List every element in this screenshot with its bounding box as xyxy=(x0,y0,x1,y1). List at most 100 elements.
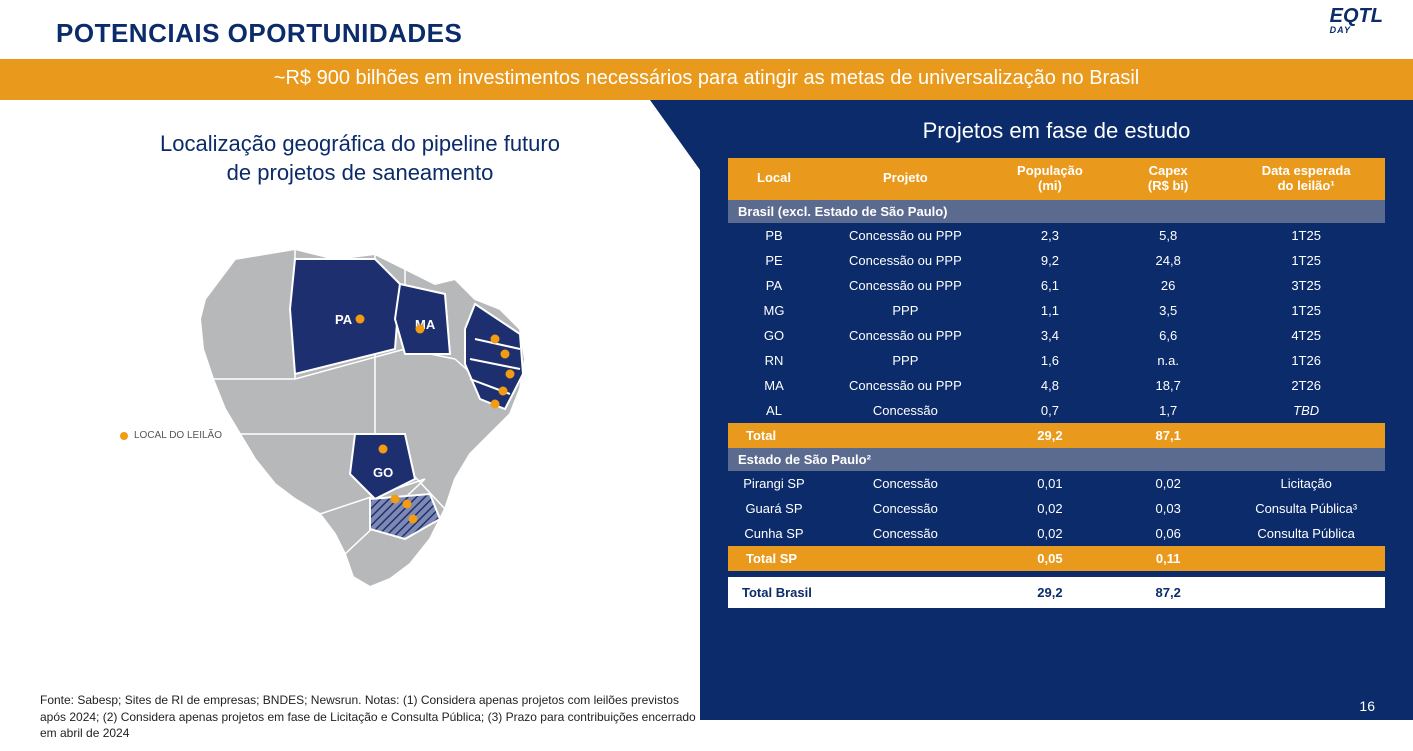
logo-sub: DAY xyxy=(1330,26,1383,35)
cell-pop: 1,1 xyxy=(991,298,1109,323)
cell-projeto: Concessão ou PPP xyxy=(820,248,991,273)
cell-projeto: Concessão xyxy=(820,471,991,496)
map-marker-icon xyxy=(391,495,400,504)
cell-pop: 0,01 xyxy=(991,471,1109,496)
grand-total-row: Total Brasil29,287,2 xyxy=(728,577,1385,608)
data-row: RNPPP1,6n.a.1T26 xyxy=(728,348,1385,373)
cell-capex: 3,5 xyxy=(1109,298,1227,323)
cell-data: 4T25 xyxy=(1227,323,1385,348)
subtotal-capex: 87,1 xyxy=(1109,423,1227,448)
cell-capex: 0,02 xyxy=(1109,471,1227,496)
map-marker-icon xyxy=(379,445,388,454)
data-row: ALConcessão0,71,7TBD xyxy=(728,398,1385,423)
map-marker-icon xyxy=(409,515,418,524)
map-marker-icon xyxy=(356,315,365,324)
subtotal-pop: 0,05 xyxy=(991,546,1109,571)
cell-pop: 6,1 xyxy=(991,273,1109,298)
footnote: Fonte: Sabesp; Sites de RI de empresas; … xyxy=(40,692,700,741)
cell-data: Consulta Pública³ xyxy=(1227,496,1385,521)
cell-pop: 0,02 xyxy=(991,521,1109,546)
map-marker-icon xyxy=(506,370,515,379)
map-marker-icon xyxy=(416,325,425,334)
cell-projeto: Concessão ou PPP xyxy=(820,323,991,348)
cell-data: 1T26 xyxy=(1227,348,1385,373)
subtotal-empty2 xyxy=(1227,546,1385,571)
cell-data: 1T25 xyxy=(1227,223,1385,248)
col-pop-l1: População xyxy=(1017,163,1083,178)
col-capex-l1: Capex xyxy=(1149,163,1188,178)
cell-pop: 2,3 xyxy=(991,223,1109,248)
section-row: Estado de São Paulo² xyxy=(728,448,1385,471)
label-go: GO xyxy=(373,465,393,480)
map-marker-icon xyxy=(491,335,500,344)
projects-table: Local Projeto População (mi) Capex (R$ b… xyxy=(728,158,1385,608)
map-container: PA MA GO xyxy=(40,199,680,599)
cell-projeto: Concessão xyxy=(820,496,991,521)
brazil-map: PA MA GO xyxy=(145,199,575,599)
map-legend: LOCAL DO LEILÃO xyxy=(120,430,222,441)
subtotal-row: Total SP0,050,11 xyxy=(728,546,1385,571)
data-row: Cunha SPConcessão0,020,06Consulta Públic… xyxy=(728,521,1385,546)
cell-local: AL xyxy=(728,398,820,423)
logo: EQTL DAY xyxy=(1330,6,1383,35)
data-row: MAConcessão ou PPP4,818,72T26 xyxy=(728,373,1385,398)
col-pop: População (mi) xyxy=(991,158,1109,200)
main-area: Localização geográfica do pipeline futur… xyxy=(0,100,1413,720)
cell-capex: 18,7 xyxy=(1109,373,1227,398)
cell-pop: 3,4 xyxy=(991,323,1109,348)
col-capex: Capex (R$ bi) xyxy=(1109,158,1227,200)
map-title: Localização geográfica do pipeline futur… xyxy=(40,130,680,187)
data-row: MGPPP1,13,51T25 xyxy=(728,298,1385,323)
cell-local: RN xyxy=(728,348,820,373)
subtotal-label: Total xyxy=(728,423,820,448)
cell-data: 1T25 xyxy=(1227,248,1385,273)
left-panel: Localização geográfica do pipeline futur… xyxy=(0,100,700,720)
col-data-l1: Data esperada xyxy=(1262,163,1351,178)
cell-capex: 26 xyxy=(1109,273,1227,298)
cell-projeto: Concessão ou PPP xyxy=(820,223,991,248)
panel-title: Projetos em fase de estudo xyxy=(728,118,1385,144)
cell-local: MG xyxy=(728,298,820,323)
cell-local: GO xyxy=(728,323,820,348)
cell-projeto: PPP xyxy=(820,298,991,323)
subtotal-pop: 29,2 xyxy=(991,423,1109,448)
cell-local: PB xyxy=(728,223,820,248)
col-capex-l2: (R$ bi) xyxy=(1148,178,1188,193)
table-header-row: Local Projeto População (mi) Capex (R$ b… xyxy=(728,158,1385,200)
cell-projeto: Concessão ou PPP xyxy=(820,373,991,398)
col-data: Data esperada do leilão¹ xyxy=(1227,158,1385,200)
legend-label: LOCAL DO LEILÃO xyxy=(134,430,222,441)
cell-projeto: Concessão xyxy=(820,521,991,546)
cell-local: Pirangi SP xyxy=(728,471,820,496)
col-data-l2: do leilão¹ xyxy=(1278,178,1335,193)
cell-pop: 9,2 xyxy=(991,248,1109,273)
map-marker-icon xyxy=(403,500,412,509)
cell-projeto: Concessão xyxy=(820,398,991,423)
page-title: POTENCIAIS OPORTUNIDADES xyxy=(0,0,1413,59)
cell-capex: 5,8 xyxy=(1109,223,1227,248)
map-marker-icon xyxy=(501,350,510,359)
data-row: PAConcessão ou PPP6,1263T25 xyxy=(728,273,1385,298)
subtotal-empty2 xyxy=(1227,423,1385,448)
cell-data: 2T26 xyxy=(1227,373,1385,398)
grand-empty xyxy=(820,577,991,608)
cell-capex: 1,7 xyxy=(1109,398,1227,423)
data-row: PBConcessão ou PPP2,35,81T25 xyxy=(728,223,1385,248)
cell-capex: 0,06 xyxy=(1109,521,1227,546)
cell-local: Guará SP xyxy=(728,496,820,521)
data-row: PEConcessão ou PPP9,224,81T25 xyxy=(728,248,1385,273)
cell-data: Consulta Pública xyxy=(1227,521,1385,546)
right-panel: Projetos em fase de estudo Local Projeto… xyxy=(700,100,1413,720)
page-number: 16 xyxy=(1359,698,1375,714)
col-local: Local xyxy=(728,158,820,200)
cell-data: TBD xyxy=(1227,398,1385,423)
cell-data: Licitação xyxy=(1227,471,1385,496)
map-marker-icon xyxy=(491,400,500,409)
cell-projeto: PPP xyxy=(820,348,991,373)
section-row: Brasil (excl. Estado de São Paulo) xyxy=(728,200,1385,223)
col-projeto: Projeto xyxy=(820,158,991,200)
data-row: GOConcessão ou PPP3,46,64T25 xyxy=(728,323,1385,348)
data-row: Pirangi SPConcessão0,010,02Licitação xyxy=(728,471,1385,496)
grand-capex: 87,2 xyxy=(1109,577,1227,608)
grand-empty2 xyxy=(1227,577,1385,608)
